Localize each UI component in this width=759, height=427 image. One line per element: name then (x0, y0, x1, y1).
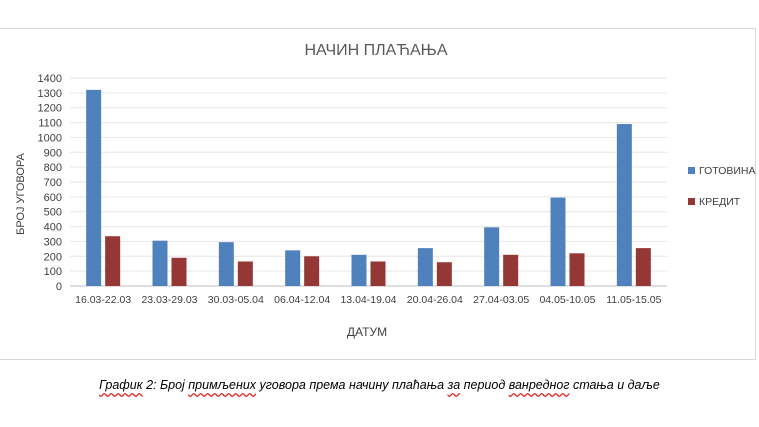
legend: ГОТОВИНА КРЕДИТ (688, 165, 756, 208)
x-tick-label: 16.03-22.03 (75, 294, 131, 306)
y-tick-label: 600 (44, 192, 62, 204)
bar-credit (171, 257, 187, 286)
legend-label: ГОТОВИНА (699, 165, 756, 177)
x-tick-label: 30.03-05.04 (208, 294, 264, 306)
y-tick-label: 1300 (38, 88, 62, 100)
legend-swatch (688, 167, 695, 174)
caption-word: за (447, 378, 461, 392)
bar-credit (436, 262, 452, 286)
bar-credit (370, 261, 386, 286)
x-tick-label: 20.04-26.04 (407, 294, 463, 306)
y-tick-label: 700 (44, 177, 62, 189)
y-tick-label: 1200 (38, 103, 62, 115)
bar-credit (569, 253, 585, 286)
bar-cash (484, 227, 500, 286)
y-tick-label: 1400 (38, 73, 62, 85)
x-tick-label: 04.05-10.05 (539, 294, 595, 306)
caption-word: ванредног (508, 378, 570, 392)
bar-credit (635, 248, 651, 286)
bar-cash (285, 250, 301, 286)
chart-area: 0 100 200 300 400 500 600 700 800 900 1000 1100 1200… (0, 28, 756, 360)
legend-label: КРЕДИТ (699, 196, 741, 208)
bar-cash (152, 240, 168, 286)
bar-cash (417, 248, 433, 286)
x-tick-label: 11.05-15.05 (606, 294, 661, 306)
y-tick-label: 900 (44, 147, 62, 159)
figure-caption: График 2: Број примљених уговора према н… (0, 378, 759, 392)
y-tick-label: 800 (44, 162, 62, 174)
x-tick-labels: 16.03-22.03 23.03-29.03 30.03-05.04 06.04-1… (75, 294, 661, 306)
x-tick-label: 27.04-03.05 (473, 294, 529, 306)
y-tick-label: 300 (44, 236, 62, 248)
legend-swatch (688, 198, 695, 205)
caption-text: уговора према начину плаћања (256, 378, 445, 392)
chart-title: НАЧИН ПЛАЋАЊА (305, 42, 448, 59)
y-tick-label: 1100 (38, 118, 62, 130)
bar-cash (86, 89, 102, 286)
y-tick-label: 500 (44, 207, 62, 219)
caption-text: стања и даље (569, 378, 660, 392)
gridlines (70, 77, 667, 287)
x-tick-label: 06.04-12.04 (274, 294, 330, 306)
bar-credit (105, 236, 121, 286)
x-axis-title: ДАТУМ (347, 325, 387, 339)
y-axis-title: БРОЈ УГОВОРА (15, 152, 27, 234)
bar-credit (237, 261, 253, 286)
bar-cash (616, 124, 632, 286)
caption-word: График (99, 378, 143, 392)
bars (86, 89, 651, 286)
caption-text: 2: Број (142, 378, 185, 392)
bar-cash (218, 242, 234, 286)
bar-cash (351, 254, 367, 286)
bar-credit (304, 256, 320, 286)
bar-cash (550, 197, 566, 286)
bar-credit (503, 254, 519, 286)
y-tick-label: 100 (44, 266, 62, 278)
caption-word: примљених (188, 378, 257, 392)
y-tick-label: 0 (56, 281, 62, 293)
x-tick-label: 13.04-19.04 (340, 294, 396, 306)
y-tick-labels: 0 100 200 300 400 500 600 700 800 900 1000 1100 1200… (38, 73, 62, 293)
y-tick-label: 200 (44, 251, 62, 263)
y-tick-label: 1000 (38, 132, 62, 144)
caption-text: период (460, 378, 506, 392)
bar-chart: 0 100 200 300 400 500 600 700 800 900 1000 1100 1200… (15, 42, 756, 339)
y-tick-label: 400 (44, 222, 62, 234)
x-tick-label: 23.03-29.03 (141, 294, 197, 306)
